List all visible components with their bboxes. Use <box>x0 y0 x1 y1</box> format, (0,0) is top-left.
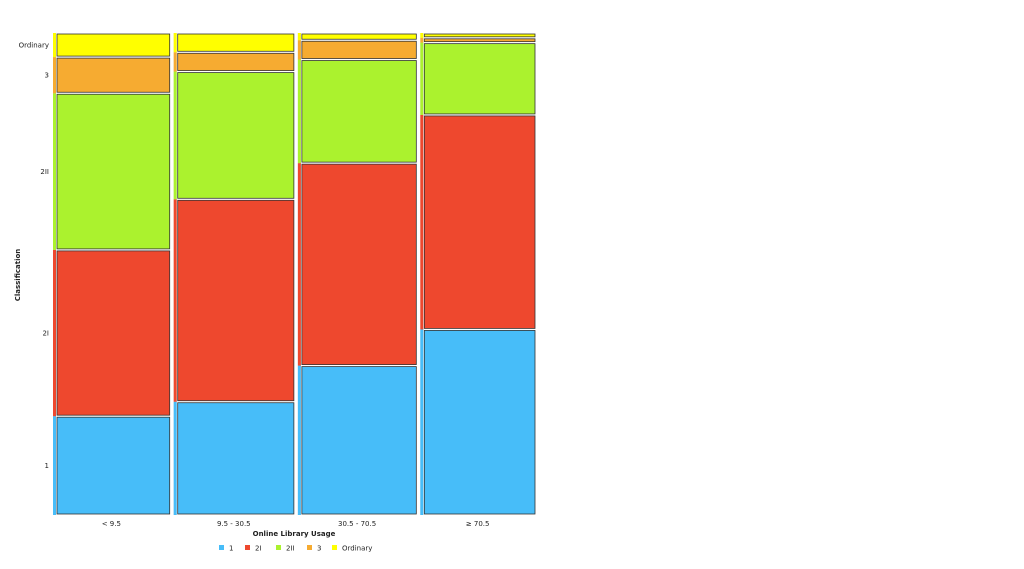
legend-label: 2I <box>255 545 262 553</box>
strip-segment <box>53 93 56 250</box>
strip-segment <box>297 59 301 164</box>
mosaic-cell <box>56 250 171 416</box>
y-tick-labels: 1 2I 2II 3 Ordinary <box>19 42 49 471</box>
x-tick-label: 30.5 - 70.5 <box>338 520 376 528</box>
strip-segment <box>420 329 424 515</box>
mosaic-cell <box>301 60 417 163</box>
strip-segment <box>173 199 177 402</box>
legend-label: 3 <box>317 545 321 553</box>
strip-segment <box>173 71 177 200</box>
y-tick-label: 1 <box>45 462 49 470</box>
strip-segment <box>173 401 177 515</box>
mosaic-cell <box>423 43 536 115</box>
legend-swatch <box>276 545 281 550</box>
x-axis-title: Online Library Usage <box>253 530 336 538</box>
mosaic-cell <box>56 57 171 93</box>
y-axis-title: Classification <box>14 249 22 302</box>
legend-swatch <box>307 545 312 550</box>
strip-segment <box>53 249 56 417</box>
legend-label: Ordinary <box>342 545 372 553</box>
y-tick-label: 3 <box>45 72 49 80</box>
y-tick-label: 2I <box>42 330 49 338</box>
strip-segment <box>420 42 424 115</box>
x-tick-labels: < 9.5 9.5 - 30.5 30.5 - 70.5 ≥ 70.5 <box>102 520 490 528</box>
mosaic-cell <box>301 366 417 515</box>
strip-segment <box>420 37 424 43</box>
mosaic-cells <box>53 33 536 515</box>
legend: 1 2I 2II 3 Ordinary <box>219 545 372 553</box>
legend-label: 2II <box>286 545 295 553</box>
strip-segment <box>420 33 424 38</box>
x-tick-label: ≥ 70.5 <box>466 520 490 528</box>
legend-swatch <box>332 545 337 550</box>
strip-segment <box>420 114 424 330</box>
mosaic-cell <box>56 33 171 57</box>
y-tick-label: 2II <box>40 168 49 176</box>
x-tick-label: < 9.5 <box>102 520 121 528</box>
mosaic-cell <box>177 402 295 515</box>
legend-swatch <box>219 545 224 550</box>
mosaic-cell <box>423 330 536 515</box>
strip-segment <box>173 52 177 72</box>
mosaic-cell <box>177 199 295 402</box>
strip-segment <box>53 416 56 515</box>
mosaic-cell <box>177 72 295 199</box>
strip-segment <box>53 33 56 58</box>
mosaic-cell <box>177 33 295 52</box>
mosaic-cell <box>301 33 417 40</box>
mosaic-cell <box>423 33 536 38</box>
mosaic-cell <box>56 416 171 515</box>
strip-segment <box>173 33 177 53</box>
legend-swatch <box>245 545 250 550</box>
legend-label: 1 <box>229 545 233 553</box>
mosaic-cell <box>423 115 536 329</box>
y-tick-label: Ordinary <box>19 42 49 50</box>
strip-segment <box>297 365 301 515</box>
mosaic-cell <box>301 163 417 365</box>
strip-segment <box>297 40 301 60</box>
mosaic-cell <box>177 52 295 71</box>
mosaic-cell <box>423 38 536 43</box>
mosaic-cell <box>301 40 417 59</box>
strip-segment <box>297 33 301 41</box>
mosaic-cell <box>56 93 171 250</box>
x-tick-label: 9.5 - 30.5 <box>217 520 251 528</box>
strip-segment <box>297 163 301 366</box>
strip-segment <box>53 57 56 94</box>
